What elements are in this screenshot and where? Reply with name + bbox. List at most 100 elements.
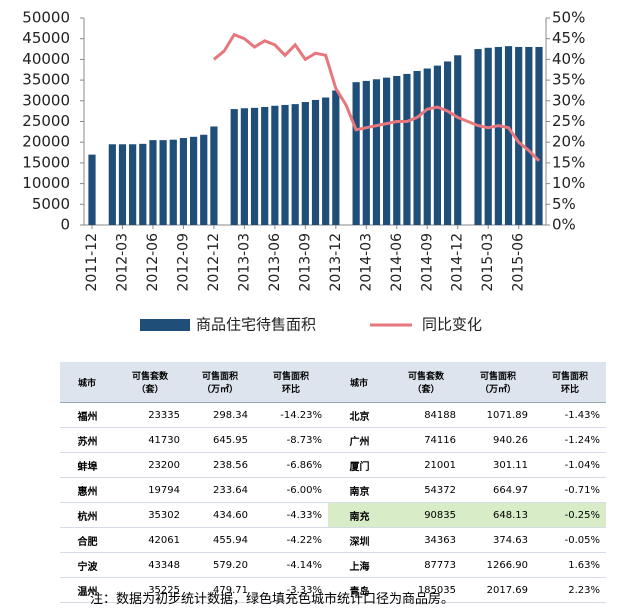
cell: 21001 bbox=[390, 452, 462, 478]
line-series bbox=[212, 32, 541, 162]
bar bbox=[240, 108, 248, 225]
cell: 青岛 bbox=[328, 577, 390, 603]
bar bbox=[322, 97, 330, 225]
header-text: 可售面积 bbox=[479, 372, 516, 382]
cell: 298.34 bbox=[186, 402, 254, 428]
cell: 合肥 bbox=[60, 527, 114, 553]
cell: 455.94 bbox=[186, 527, 254, 553]
row: 蚌埠 23200 238.56 -6.86% 厦门 21001 301.11 -1.04% bbox=[60, 452, 606, 478]
cell: 1.63% bbox=[534, 552, 606, 578]
cell: 广州 bbox=[328, 427, 390, 453]
x-tick-label: 2012-06 bbox=[145, 233, 161, 292]
bar bbox=[311, 99, 320, 225]
cell: 54372 bbox=[390, 477, 462, 503]
bar bbox=[403, 73, 411, 225]
legend-swatch bbox=[140, 319, 190, 331]
bar bbox=[189, 136, 198, 225]
header-cell: 可售面积 （万㎡） bbox=[462, 362, 534, 403]
legend-label: 商品住宅待售面积 bbox=[196, 316, 316, 334]
cell: 648.13 bbox=[462, 502, 534, 528]
cell: -0.25% bbox=[534, 502, 606, 528]
row: 合肥 42061 455.94 -4.22% 深圳 34363 374.63 -0.05% bbox=[60, 527, 606, 553]
cell: 上海 bbox=[328, 552, 390, 578]
header-text: 可售面积 bbox=[272, 372, 309, 382]
cell: 74116 bbox=[390, 427, 462, 453]
bar bbox=[535, 46, 543, 226]
bar bbox=[525, 46, 533, 226]
cell: 厦门 bbox=[328, 452, 390, 478]
bar bbox=[352, 82, 360, 225]
cell: 19794 bbox=[114, 477, 186, 503]
header-cell: 可售套数 （套） bbox=[114, 362, 186, 403]
header-text: 环比 bbox=[281, 385, 300, 395]
row: 杭州 35302 434.60 -4.33% 南充 90835 648.13 -0.25% bbox=[60, 502, 606, 528]
y2-tick-label: 25% bbox=[552, 112, 585, 130]
cell: 23335 bbox=[114, 402, 186, 428]
cell: 645.95 bbox=[186, 427, 254, 453]
cell: 43348 bbox=[114, 552, 186, 578]
header-cell: 可售面积 环比 bbox=[254, 362, 328, 403]
x-tick-label: 2013-12 bbox=[328, 233, 344, 292]
y2-tick-label: 0% bbox=[552, 216, 576, 234]
y2-tick-label: 10% bbox=[552, 174, 585, 192]
cell: 233.64 bbox=[186, 477, 254, 503]
cell: 479.71 bbox=[186, 577, 254, 603]
cell: 福州 bbox=[60, 402, 114, 428]
cell: 41730 bbox=[114, 427, 186, 453]
y2-tick-label: 45% bbox=[552, 29, 585, 47]
y2-tick-label: 35% bbox=[552, 71, 585, 89]
bar bbox=[393, 75, 401, 226]
cell: 238.56 bbox=[186, 452, 254, 478]
bar bbox=[504, 46, 513, 225]
cell: 34363 bbox=[390, 527, 462, 553]
cell: 940.26 bbox=[462, 427, 534, 453]
cell: -8.73% bbox=[254, 427, 328, 453]
cell: 惠州 bbox=[60, 477, 114, 503]
cell: -1.24% bbox=[534, 427, 606, 453]
bar bbox=[484, 47, 492, 225]
y-tick-label: 40000 bbox=[22, 50, 70, 68]
y2-tick-label: 5% bbox=[552, 195, 576, 213]
bar bbox=[139, 143, 147, 225]
header-text: 可售套数 bbox=[131, 372, 168, 382]
cell: 2017.69 bbox=[462, 577, 534, 603]
row: 福州 23335 298.34 -14.23% 北京 84188 1071.89 -1.43% bbox=[60, 402, 606, 428]
cell: 1266.90 bbox=[462, 552, 534, 578]
bar bbox=[413, 70, 421, 225]
cell: 185035 bbox=[390, 577, 462, 603]
bar bbox=[443, 61, 452, 225]
cell: 90835 bbox=[390, 502, 462, 528]
data-table: 城市 可售套数 （套） 可售面积 （万㎡） 可售面积 环比 城市 可售套数 （套） 可售面积 （万㎡）… bbox=[60, 362, 606, 603]
x-tick-label: 2012-03 bbox=[114, 233, 130, 292]
cell: 87773 bbox=[390, 552, 462, 578]
bar bbox=[362, 80, 370, 225]
header-text: 可售面积 bbox=[551, 372, 588, 382]
cell: -4.14% bbox=[254, 552, 328, 578]
cell: 579.20 bbox=[186, 552, 254, 578]
cell: 84188 bbox=[390, 402, 462, 428]
bar bbox=[474, 49, 482, 225]
cell: 北京 bbox=[328, 402, 390, 428]
bar bbox=[261, 107, 269, 225]
header-text: （套） bbox=[136, 385, 164, 395]
bar bbox=[332, 90, 340, 225]
row: 温州 35225 479.71 -3.33% 青岛 185035 2017.69 2.23% bbox=[60, 577, 606, 603]
header-cell: 可售面积 （万㎡） bbox=[186, 362, 254, 403]
bar bbox=[230, 109, 238, 225]
y2-tick-label: 20% bbox=[552, 133, 585, 151]
cell: 35225 bbox=[114, 577, 186, 603]
cell: -0.71% bbox=[534, 477, 606, 503]
cell: 374.63 bbox=[462, 527, 534, 553]
bar bbox=[515, 46, 523, 226]
bar bbox=[118, 144, 127, 225]
header-text: 城市 bbox=[77, 378, 96, 389]
bar bbox=[281, 104, 289, 225]
x-tick-label: 2015-03 bbox=[480, 233, 496, 292]
cell: 苏州 bbox=[60, 427, 114, 453]
bar bbox=[301, 102, 309, 225]
y-tick-label: 35000 bbox=[22, 71, 70, 89]
header-text: 可售套数 bbox=[407, 372, 444, 382]
header-text: 环比 bbox=[560, 385, 579, 395]
cell: -14.23% bbox=[254, 402, 328, 428]
